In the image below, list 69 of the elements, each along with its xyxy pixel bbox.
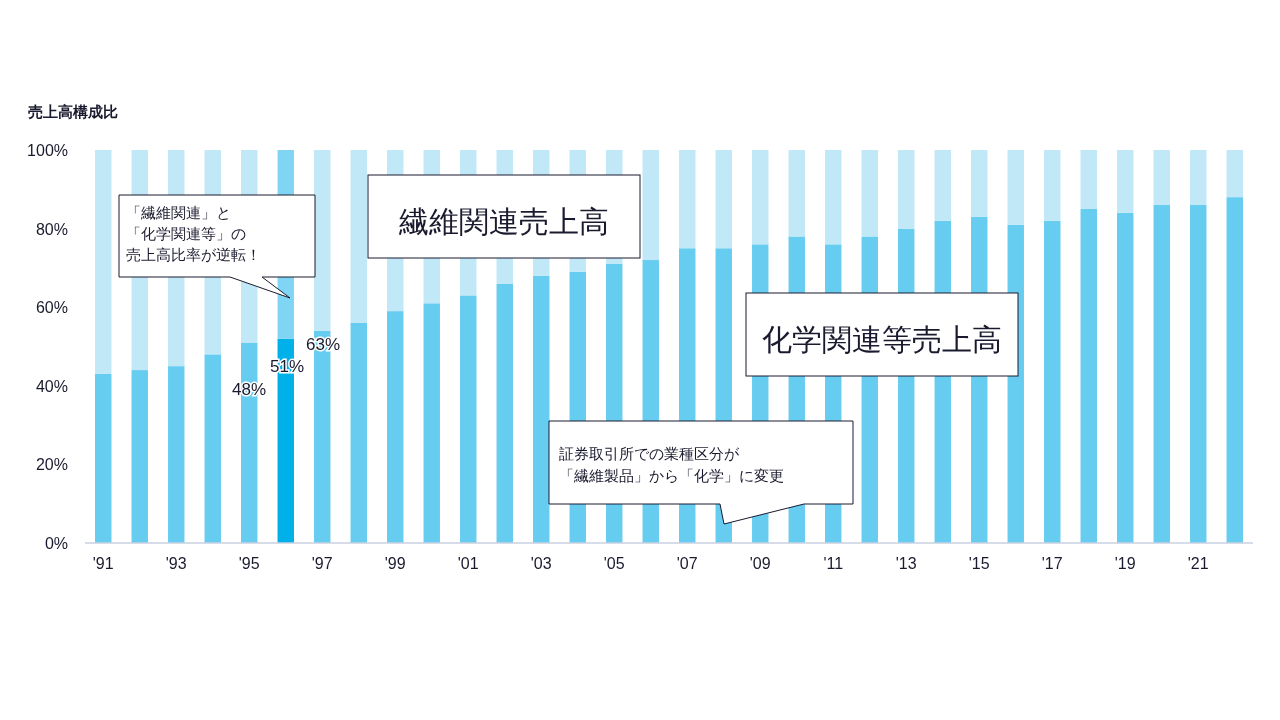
bar (168, 366, 185, 543)
y-tick-label: 80% (35, 220, 68, 238)
annotation: 売上高比率が逆転！ (126, 246, 261, 263)
bar (95, 374, 112, 543)
annotation: 63% (306, 335, 341, 354)
bar (971, 150, 988, 217)
bar (460, 295, 477, 543)
bar (95, 150, 112, 375)
bar (1226, 150, 1243, 198)
y-tick-label: 0% (44, 535, 68, 552)
annotation: 48% (232, 380, 267, 399)
x-tick-label: '99 (384, 555, 406, 572)
annotation: 「繊維関連」と (126, 204, 231, 221)
bar (679, 150, 696, 249)
x-tick-label: '07 (676, 555, 698, 572)
annotation: 「化学関連等」の (126, 225, 246, 242)
x-tick-label: '05 (603, 555, 625, 572)
x-tick-label: '01 (457, 555, 479, 572)
bar (1080, 208, 1097, 543)
y-tick-label: 40% (35, 377, 68, 395)
bar (533, 275, 550, 543)
bar (1226, 197, 1243, 543)
bar (387, 311, 404, 543)
x-tick-label: '03 (530, 555, 552, 572)
bar (752, 150, 769, 245)
x-tick-label: '91 (92, 555, 114, 572)
bar (898, 150, 915, 229)
x-tick-label: '95 (238, 555, 260, 572)
bar (1153, 205, 1170, 543)
y-tick-label: 60% (35, 299, 68, 317)
bar (350, 322, 367, 543)
x-tick-label: '09 (749, 555, 771, 572)
x-tick-label: '21 (1187, 555, 1209, 572)
bar (934, 150, 951, 221)
bar (1153, 150, 1170, 206)
bar (314, 150, 331, 331)
bar (204, 354, 221, 543)
x-tick-label: '19 (1114, 555, 1136, 572)
x-tick-label: '97 (311, 555, 333, 572)
bar (1044, 220, 1061, 543)
x-tick-label: '17 (1041, 555, 1063, 572)
series-label: 化学関連等売上高 (762, 323, 1002, 356)
bar (825, 150, 842, 245)
bar (642, 150, 659, 261)
bar (1080, 150, 1097, 209)
bar (788, 150, 805, 237)
bar (1044, 150, 1061, 221)
annotation: 「繊維製品」から「化学」に変更 (559, 467, 784, 484)
bar (1117, 150, 1134, 213)
annotation: 51% (270, 357, 305, 376)
bar (1007, 150, 1024, 225)
x-tick-label: '93 (165, 555, 187, 572)
bar (350, 150, 367, 323)
series-label: 繊維関連売上高 (398, 205, 609, 238)
bar (715, 150, 732, 249)
bar (1190, 205, 1207, 543)
y-axis-title: 売上高構成比 (28, 103, 118, 120)
bar (1117, 212, 1134, 543)
annotation: 証券取引所での業種区分が (559, 445, 740, 462)
x-tick-label: '11 (823, 555, 844, 572)
x-tick-label: '13 (895, 555, 917, 572)
y-tick-label: 20% (35, 456, 68, 474)
bar (861, 150, 878, 237)
bar (131, 370, 148, 543)
y-tick-label: 100% (27, 142, 68, 159)
bar (1190, 150, 1207, 206)
bar (496, 283, 513, 543)
bar (423, 303, 440, 543)
x-tick-label: '15 (968, 555, 990, 572)
